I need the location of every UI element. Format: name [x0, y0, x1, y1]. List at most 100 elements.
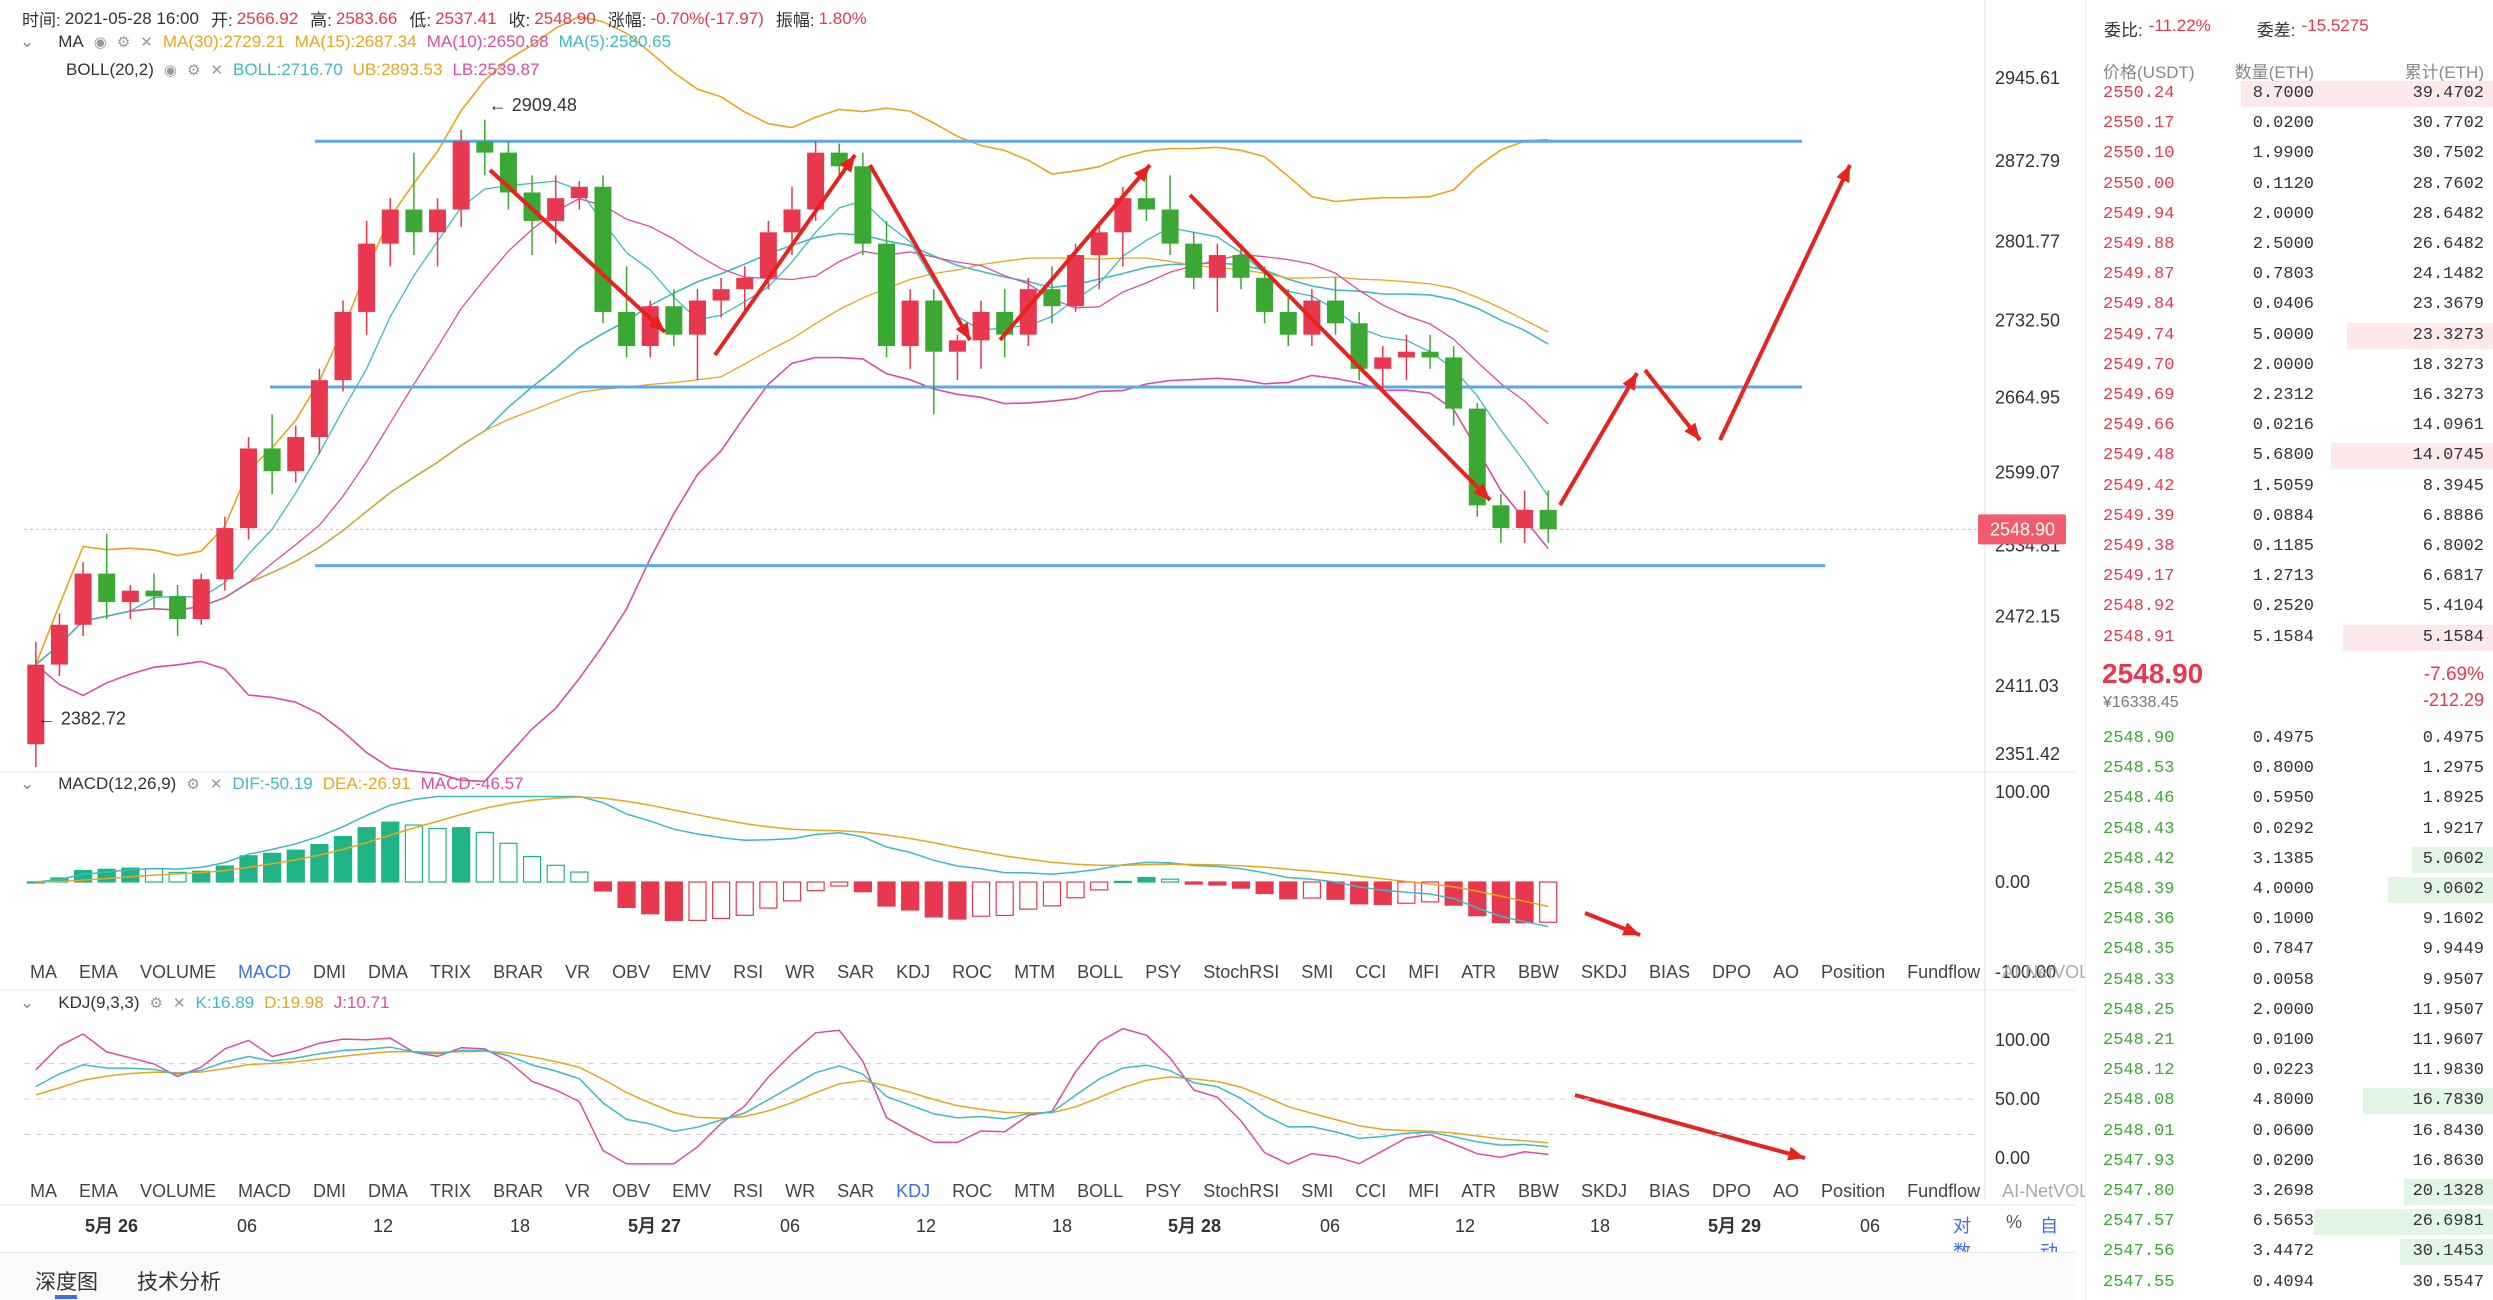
indicator-tab[interactable]: SAR: [837, 1181, 875, 1201]
indicator-tab[interactable]: KDJ: [896, 1181, 931, 1201]
close-icon[interactable]: ✕: [210, 62, 224, 79]
gear-icon[interactable]: ⚙: [116, 34, 131, 51]
ask-row[interactable]: 2549.94 2.0000 28.6482: [2086, 200, 2493, 230]
eye-icon[interactable]: ◉: [93, 34, 107, 51]
collapse-icon[interactable]: ⌄: [20, 993, 35, 1012]
indicator-tab[interactable]: EMA: [79, 962, 119, 982]
indicator-tab[interactable]: MTM: [1014, 1181, 1056, 1201]
indicator-tab[interactable]: VR: [565, 962, 591, 982]
ask-row[interactable]: 2549.70 2.0000 18.3273: [2086, 351, 2493, 381]
indicator-tab[interactable]: DMI: [313, 962, 347, 982]
bid-row[interactable]: 2547.56 3.4472 30.1453: [2086, 1237, 2493, 1267]
bid-row[interactable]: 2547.57 6.5653 26.6981: [2086, 1207, 2493, 1237]
ask-row[interactable]: 2549.17 1.2713 6.6817: [2086, 562, 2493, 592]
indicator-tab[interactable]: Position: [1821, 962, 1886, 982]
indicator-tab[interactable]: BRAR: [493, 962, 544, 982]
indicator-tab[interactable]: BOLL: [1077, 962, 1124, 982]
collapse-icon[interactable]: ⌄: [20, 32, 35, 51]
indicator-tab[interactable]: RSI: [733, 962, 764, 982]
indicator-tab[interactable]: PSY: [1145, 962, 1182, 982]
indicator-tab[interactable]: PSY: [1145, 1181, 1182, 1201]
indicator-tab[interactable]: VOLUME: [140, 962, 217, 982]
bid-row[interactable]: 2548.46 0.5950 1.8925: [2086, 784, 2493, 814]
gear-icon[interactable]: ⚙: [186, 776, 200, 793]
indicator-tab[interactable]: Fundflow: [1907, 1181, 1981, 1201]
bid-row[interactable]: 2548.42 3.1385 5.0602: [2086, 845, 2493, 875]
ask-row[interactable]: 2550.24 8.7000 39.4702: [2086, 79, 2493, 109]
indicator-tab[interactable]: MFI: [1408, 1181, 1440, 1201]
indicator-tab[interactable]: BOLL: [1077, 1181, 1124, 1201]
indicator-tab[interactable]: AO: [1773, 1181, 1800, 1201]
indicator-tab[interactable]: EMA: [79, 1181, 119, 1201]
ask-row[interactable]: 2549.66 0.0216 14.0961: [2086, 411, 2493, 441]
indicator-tab[interactable]: BRAR: [493, 1181, 544, 1201]
indicator-tab[interactable]: DPO: [1712, 962, 1752, 982]
bid-row[interactable]: 2548.53 0.8000 1.2975: [2086, 754, 2493, 784]
indicator-tab[interactable]: EMV: [672, 962, 712, 982]
indicator-tab[interactable]: WR: [785, 962, 816, 982]
indicator-tab[interactable]: BIAS: [1648, 962, 1691, 982]
indicator-tab[interactable]: MFI: [1408, 962, 1440, 982]
ask-row[interactable]: 2548.92 0.2520 5.4104: [2086, 592, 2493, 622]
indicator-tab[interactable]: BIAS: [1648, 1181, 1691, 1201]
ask-row[interactable]: 2549.42 1.5059 8.3945: [2086, 472, 2493, 502]
ask-row[interactable]: 2550.10 1.9900 30.7502: [2086, 139, 2493, 169]
ask-row[interactable]: 2550.17 0.0200 30.7702: [2086, 109, 2493, 139]
indicator-tab[interactable]: CCI: [1355, 962, 1387, 982]
indicator-tab[interactable]: MACD: [238, 962, 292, 982]
indicator-tab[interactable]: ROC: [952, 1181, 993, 1201]
indicator-tab[interactable]: TRIX: [430, 962, 472, 982]
indicator-tab[interactable]: MA: [30, 962, 57, 982]
indicator-tab[interactable]: SAR: [837, 962, 875, 982]
indicator-tab[interactable]: OBV: [612, 1181, 651, 1201]
close-icon[interactable]: ✕: [140, 34, 153, 51]
bid-row[interactable]: 2548.43 0.0292 1.9217: [2086, 815, 2493, 845]
indicator-tab[interactable]: BBW: [1517, 962, 1559, 982]
indicator-tab[interactable]: StochRSI: [1203, 962, 1280, 982]
indicator-tab[interactable]: TRIX: [430, 1181, 472, 1201]
ask-row[interactable]: 2549.39 0.0884 6.8886: [2086, 502, 2493, 532]
bid-row[interactable]: 2548.39 4.0000 9.0602: [2086, 875, 2493, 905]
indicator-tab[interactable]: DMI: [313, 1181, 347, 1201]
indicator-tab[interactable]: DMA: [368, 1181, 409, 1201]
ask-row[interactable]: 2549.48 5.6800 14.0745: [2086, 441, 2493, 471]
bid-row[interactable]: 2548.21 0.0100 11.9607: [2086, 1026, 2493, 1056]
bid-row[interactable]: 2548.90 0.4975 0.4975: [2086, 724, 2493, 754]
indicator-tab[interactable]: VR: [565, 1181, 591, 1201]
indicator-tab[interactable]: AO: [1773, 962, 1800, 982]
indicator-tab[interactable]: WR: [785, 1181, 816, 1201]
indicator-tab[interactable]: SKDJ: [1580, 962, 1627, 982]
indicator-tab[interactable]: AI-NetVOL: [2002, 1181, 2090, 1201]
indicator-tab[interactable]: CCI: [1355, 1181, 1387, 1201]
close-icon[interactable]: ✕: [172, 995, 186, 1012]
indicator-tab[interactable]: DPO: [1712, 1181, 1752, 1201]
bid-row[interactable]: 2547.55 0.4094 30.5547: [2086, 1268, 2493, 1298]
eye-icon[interactable]: ◉: [163, 62, 177, 79]
indicator-tab[interactable]: EMV: [672, 1181, 712, 1201]
indicator-tab[interactable]: DMA: [368, 962, 409, 982]
bid-row[interactable]: 2548.35 0.7847 9.9449: [2086, 935, 2493, 965]
bid-row[interactable]: 2548.12 0.0223 11.9830: [2086, 1056, 2493, 1086]
chart-area[interactable]: 2945.61 2872.79 2801.77 2732.50 2664.95 2599.…: [0, 0, 2234, 1300]
indicator-tab[interactable]: MA: [30, 1181, 57, 1201]
kline-chart[interactable]: 2945.61 2872.79 2801.77 2732.50 2664.95 2599.…: [0, 0, 2075, 1252]
bid-row[interactable]: 2548.08 4.8000 16.7830: [2086, 1086, 2493, 1116]
bid-row[interactable]: 2548.01 0.0600 16.8430: [2086, 1117, 2493, 1147]
indicator-tab[interactable]: SKDJ: [1580, 1181, 1627, 1201]
percent-toggle[interactable]: %: [2005, 1212, 2022, 1232]
ask-row[interactable]: 2549.87 0.7803 24.1482: [2086, 260, 2493, 290]
indicator-tab[interactable]: AI-NetVOL: [2002, 962, 2090, 982]
indicator-tab[interactable]: Fundflow: [1907, 962, 1981, 982]
ask-row[interactable]: 2549.84 0.0406 23.3679: [2086, 290, 2493, 320]
tab-technical-analysis[interactable]: 技术分析: [137, 1271, 221, 1294]
bid-row[interactable]: 2548.25 2.0000 11.9507: [2086, 996, 2493, 1026]
indicator-tab[interactable]: MACD: [238, 1181, 292, 1201]
indicator-tab[interactable]: ATR: [1461, 962, 1496, 982]
indicator-tab[interactable]: ATR: [1461, 1181, 1496, 1201]
indicator-tab[interactable]: KDJ: [896, 962, 931, 982]
ask-row[interactable]: 2548.91 5.1584 5.1584: [2086, 623, 2493, 653]
bid-row[interactable]: 2547.93 0.0200 16.8630: [2086, 1147, 2493, 1177]
close-icon[interactable]: ✕: [209, 776, 223, 793]
indicator-tab[interactable]: Position: [1821, 1181, 1886, 1201]
indicator-tab[interactable]: VOLUME: [140, 1181, 217, 1201]
